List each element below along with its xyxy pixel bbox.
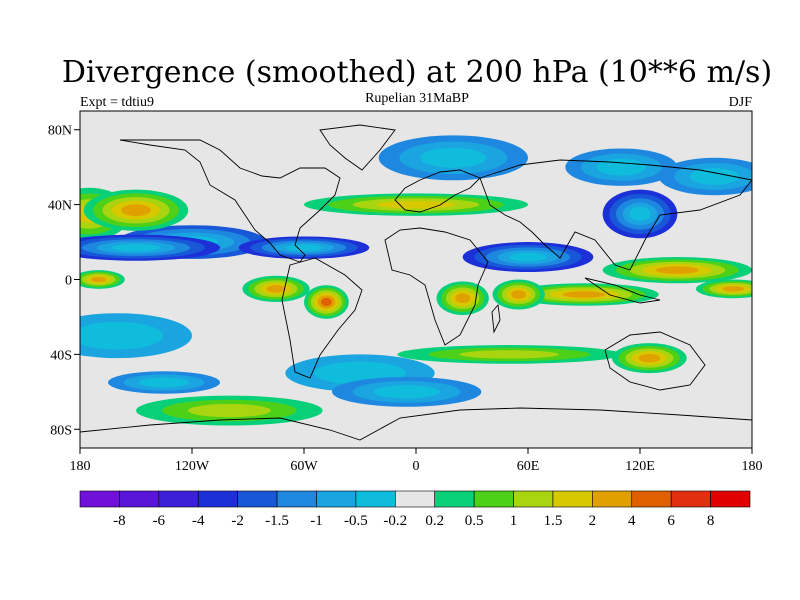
colorbar-box [237,490,278,508]
colorbar-label: -2 [231,513,244,529]
field-contour [187,403,271,418]
field-contour [656,266,699,274]
field-contour [638,353,660,363]
field-contour [722,286,744,292]
colorbar-label: -6 [153,513,166,529]
coastline-madagascar [491,303,501,334]
colorbar-box [473,490,514,508]
colorbar-label: 1 [510,513,518,529]
colorbar-box [513,490,554,508]
coastline-north-america [119,139,341,263]
lat-axis: 80N 40N 0 40S 80S [48,124,80,438]
field-contour [459,350,560,359]
season-label: DJF [729,95,753,110]
field-contour [596,158,647,176]
lon-tick-label: 60W [290,459,318,474]
chart-subtitle: Rupelian 31MaBP [365,91,469,106]
colorbar-label: 8 [707,513,715,529]
coastline-antarctica [80,407,752,441]
field-contour [139,377,189,388]
lat-tick-label: 80S [50,423,72,438]
colorbar-box [355,490,396,508]
colorbar-box [79,490,120,508]
field-contour [562,291,606,298]
field-contour [511,290,527,299]
colorbar-box [631,490,672,508]
colorbar-label: 0.2 [425,513,444,529]
colorbar-label: -8 [113,513,126,529]
lat-tick-label: 40N [48,199,72,214]
coastline-greenland [319,124,396,171]
coastline-australia [604,331,706,391]
field-contour [285,244,323,251]
lon-tick-label: 180 [742,459,763,474]
colorbar-label: -0.2 [383,513,407,529]
colorbar-box [434,490,475,508]
experiment-label: Expt = tdtiu9 [80,95,154,110]
coastlines [80,124,752,441]
colorbar-box [592,490,633,508]
colorbar-box [158,490,199,508]
colorbar-box [119,490,160,508]
divergence-field [80,111,752,448]
field-contour [420,147,487,168]
colorbar-label: -1.5 [265,513,289,529]
colorbar-label: -0.5 [344,513,368,529]
field-contour [112,243,160,252]
colorbar-label: 2 [589,513,597,529]
field-contour [266,285,286,293]
lat-tick-label: 0 [65,274,72,289]
colorbar-box [670,490,711,508]
coastline-indonesia [584,277,661,304]
coastline-africa [384,227,489,346]
colorbar: -8 -6 -4 -2 -1.5 -1 -0.5 -0.2 0.2 0.5 1 1.5 2 4 6 8 [79,490,751,529]
colorbar-box [197,490,238,508]
lon-tick-label: 60E [517,459,540,474]
colorbar-box [710,490,751,508]
lat-tick-label: 80N [48,124,72,139]
lon-axis: 180 120W 60W 0 60E 120E 180 [70,448,763,474]
colorbar-label: -1 [310,513,323,529]
coastline-europe [394,169,481,213]
colorbar-box [316,490,357,508]
colorbar-label: 6 [667,513,675,529]
coastline-asia [479,159,752,271]
colorbar-box [552,490,593,508]
lat-tick-label: 40S [50,348,72,363]
field-contour [689,168,740,185]
colorbar-label: 1.5 [544,513,563,529]
field-contour [509,252,547,262]
field-contour [91,276,107,283]
colorbar-box [276,490,317,508]
colorbar-label: -4 [192,513,205,529]
field-contour [377,200,455,209]
coastline-south-america [281,257,363,379]
field-contour [373,385,440,399]
colorbar-box [394,490,436,508]
chart-title: Divergence (smoothed) at 200 hPa (10**6 … [62,55,772,90]
lon-tick-label: 180 [70,459,91,474]
lon-tick-label: 120E [625,459,655,474]
field-contour [455,293,471,304]
colorbar-label: 0.5 [465,513,484,529]
field-contour [320,297,332,307]
colorbar-label: 4 [628,513,636,529]
lon-tick-label: 120W [175,459,210,474]
field-contour [121,204,151,217]
field-contour [629,207,651,221]
field-contour [80,321,164,350]
lon-tick-label: 0 [413,459,420,474]
